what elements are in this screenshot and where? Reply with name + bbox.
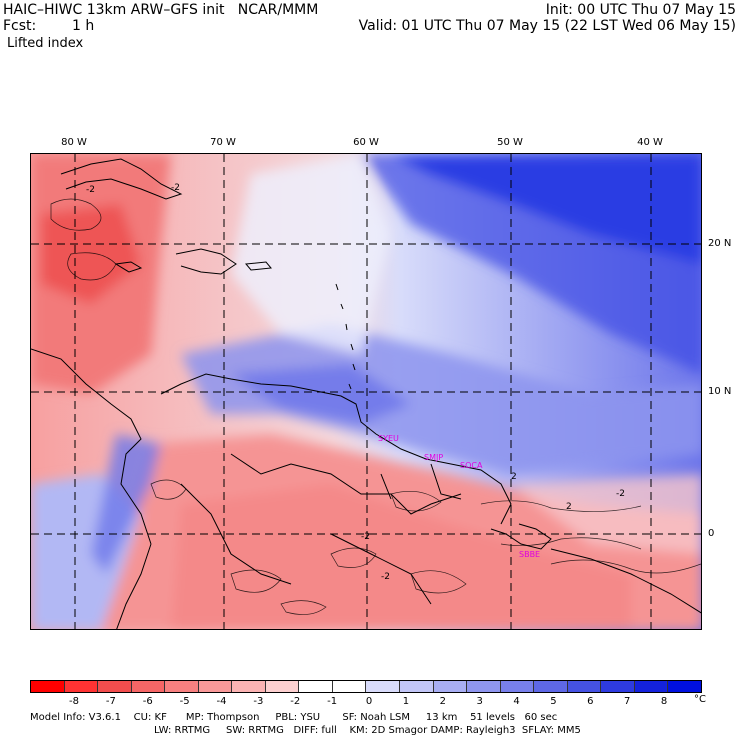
forecast-label: Fcst: — [3, 18, 37, 34]
field-name: Lifted index — [7, 36, 84, 51]
colorbar-tick-label: 3 — [476, 696, 483, 707]
contour-label: -2 — [86, 185, 95, 195]
colorbar-tick-label: 7 — [623, 696, 631, 707]
contour-label: 2 — [511, 472, 517, 482]
colorbar-tick-label: 4 — [513, 696, 520, 707]
colorbar-swatch — [265, 681, 300, 692]
colorbar-swatch — [467, 681, 501, 692]
station-smjp: SMJP — [424, 453, 444, 462]
colorbar-tick-label: -6 — [142, 696, 153, 707]
colorbar-tick-label: -4 — [216, 696, 227, 707]
lon-label-40w: 40 W — [637, 137, 663, 148]
colorbar-swatch — [31, 681, 65, 692]
contour-label: 2 — [566, 502, 572, 512]
colorbar-tick-label: 2 — [439, 696, 446, 707]
colorbar-swatch — [198, 681, 233, 692]
colorbar-swatch — [299, 681, 333, 692]
lon-label-60w: 60 W — [353, 137, 379, 148]
colorbar-tick-label: 8 — [660, 696, 668, 707]
colorbar-tick-label: 5 — [550, 696, 557, 707]
contour-label: -2 — [171, 183, 180, 193]
colorbar-tick-label: 1 — [402, 696, 410, 707]
colorbar-tick-label: -5 — [179, 696, 190, 707]
colorbar-tick-label: -7 — [105, 696, 116, 707]
colorbar — [30, 680, 702, 693]
contour-label: -2 — [361, 532, 370, 542]
station-soca: SOCA — [460, 461, 483, 470]
forecast-hour: 1 h — [72, 18, 95, 34]
colorbar-tick-label: -1 — [327, 696, 338, 707]
model-info-line1: Model Info: V3.6.1 CU: KF MP: Thompson P… — [30, 712, 558, 723]
colorbar-swatch — [668, 681, 701, 692]
colorbar-tick-label: 6 — [587, 696, 594, 707]
colorbar-swatch — [98, 681, 132, 692]
colorbar-tick-label: -8 — [69, 696, 79, 707]
lat-label-equator: 0 — [708, 528, 715, 539]
colorbar-swatch — [332, 681, 367, 692]
colorbar-swatch — [165, 681, 199, 692]
colorbar-swatch — [567, 681, 602, 692]
colorbar-swatch — [601, 681, 635, 692]
lat-lon-grid — [31, 154, 701, 629]
colorbar-swatch — [534, 681, 568, 692]
lifted-index-map: -2 -2 2 2 -2 -2 -2 SYEU SMJP SOCA SBBE — [30, 153, 702, 630]
contour-label: -2 — [616, 489, 625, 499]
colorbar-swatch — [366, 681, 401, 692]
contour-label: -2 — [381, 572, 390, 582]
colorbar-unit: °C — [694, 694, 706, 705]
lon-label-70w: 70 W — [210, 137, 236, 148]
colorbar-swatch — [232, 681, 266, 692]
colorbar-tick-label: -3 — [253, 696, 264, 707]
contour-lines — [50, 198, 701, 615]
colorbar-swatch — [634, 681, 669, 692]
init-time: Init: 00 UTC Thu 07 May 15 — [545, 2, 736, 18]
lat-label-10n: 10 N — [708, 386, 732, 397]
colorbar-swatch — [131, 681, 166, 692]
model-info-line2: LW: RRTMG SW: RRTMG DIFF: full KM: 2D Sm… — [154, 725, 581, 736]
field-shading — [31, 154, 701, 629]
lon-label-50w: 50 W — [497, 137, 523, 148]
colorbar-swatch — [500, 681, 535, 692]
colorbar-swatch — [400, 681, 434, 692]
station-syeu: SYEU — [378, 434, 399, 443]
colorbar-swatch — [64, 681, 99, 692]
colorbar-tick-label: 0 — [365, 696, 373, 707]
colorbar-swatch — [433, 681, 468, 692]
lon-label-80w: 80 W — [61, 137, 87, 148]
valid-time: Valid: 01 UTC Thu 07 May 15 (22 LST Wed … — [358, 18, 736, 34]
station-sbbe: SBBE — [519, 550, 541, 559]
model-title: HAIC–HIWC 13km ARW–GFS init NCAR/MMM — [3, 2, 319, 18]
colorbar-tick-label: -2 — [290, 696, 301, 707]
lat-label-20n: 20 N — [708, 238, 732, 249]
map-svg: -2 -2 2 2 -2 -2 -2 — [31, 154, 701, 629]
